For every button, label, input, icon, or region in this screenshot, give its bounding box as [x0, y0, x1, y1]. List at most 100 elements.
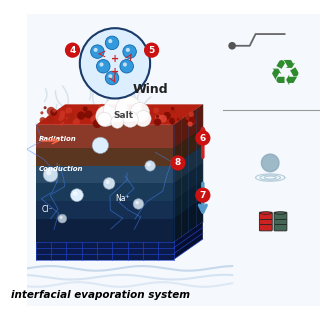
Circle shape — [104, 106, 108, 109]
Polygon shape — [173, 221, 203, 260]
Circle shape — [126, 48, 130, 52]
Circle shape — [171, 107, 174, 110]
Circle shape — [59, 114, 65, 120]
Circle shape — [60, 110, 65, 116]
Text: interfacial evaporation system: interfacial evaporation system — [11, 290, 190, 300]
Circle shape — [116, 96, 141, 122]
Polygon shape — [173, 145, 203, 183]
Circle shape — [92, 137, 108, 154]
Circle shape — [83, 106, 88, 111]
Circle shape — [66, 113, 75, 121]
Circle shape — [105, 71, 119, 85]
Text: +: + — [111, 54, 119, 64]
Circle shape — [96, 106, 116, 126]
Circle shape — [122, 111, 138, 127]
Circle shape — [123, 62, 127, 67]
Circle shape — [188, 117, 196, 124]
Circle shape — [188, 111, 194, 117]
Polygon shape — [36, 104, 203, 125]
Circle shape — [188, 122, 193, 127]
Polygon shape — [36, 242, 173, 260]
Circle shape — [108, 74, 112, 78]
Circle shape — [47, 107, 55, 116]
Circle shape — [58, 117, 63, 121]
Polygon shape — [173, 180, 203, 219]
Circle shape — [73, 118, 80, 125]
Circle shape — [173, 121, 176, 124]
Circle shape — [121, 119, 126, 124]
Circle shape — [156, 115, 159, 118]
Circle shape — [143, 119, 146, 122]
Circle shape — [73, 191, 77, 196]
Circle shape — [106, 180, 110, 184]
Polygon shape — [173, 128, 203, 166]
Circle shape — [43, 167, 58, 182]
Circle shape — [145, 161, 156, 171]
Circle shape — [177, 117, 180, 121]
Text: Radiation: Radiation — [39, 137, 76, 142]
Circle shape — [188, 116, 196, 124]
FancyBboxPatch shape — [27, 13, 320, 307]
Circle shape — [80, 28, 150, 99]
Circle shape — [170, 121, 174, 125]
Circle shape — [97, 60, 110, 73]
Circle shape — [93, 48, 98, 52]
Circle shape — [50, 109, 57, 116]
Circle shape — [97, 112, 111, 126]
Circle shape — [124, 119, 130, 125]
Text: Na⁺: Na⁺ — [115, 194, 130, 203]
Circle shape — [93, 119, 101, 128]
Circle shape — [105, 36, 119, 50]
Circle shape — [60, 216, 63, 219]
Circle shape — [133, 199, 144, 209]
Text: ♻: ♻ — [269, 58, 301, 92]
Polygon shape — [36, 125, 173, 148]
Circle shape — [84, 110, 92, 118]
Circle shape — [135, 201, 139, 204]
Circle shape — [135, 111, 151, 127]
Circle shape — [98, 104, 106, 112]
Polygon shape — [36, 166, 173, 183]
Circle shape — [130, 102, 149, 122]
Circle shape — [58, 214, 67, 223]
Circle shape — [103, 98, 128, 123]
Ellipse shape — [260, 212, 271, 214]
Polygon shape — [36, 219, 173, 242]
Circle shape — [178, 116, 182, 120]
Polygon shape — [173, 198, 203, 242]
Text: 8: 8 — [175, 158, 181, 167]
Polygon shape — [261, 154, 279, 172]
Text: 6: 6 — [200, 133, 206, 142]
Circle shape — [44, 106, 47, 109]
Text: 4: 4 — [69, 46, 76, 55]
Polygon shape — [36, 125, 173, 242]
Circle shape — [108, 109, 115, 116]
Text: Salt: Salt — [114, 111, 134, 120]
Polygon shape — [173, 104, 203, 148]
Circle shape — [47, 115, 54, 122]
Circle shape — [195, 131, 211, 146]
Circle shape — [66, 116, 69, 120]
FancyBboxPatch shape — [260, 212, 272, 231]
Circle shape — [90, 116, 98, 123]
Circle shape — [169, 118, 175, 124]
Circle shape — [65, 107, 72, 114]
Circle shape — [122, 108, 127, 114]
Circle shape — [109, 116, 115, 122]
Circle shape — [119, 116, 125, 122]
Circle shape — [155, 114, 162, 121]
Circle shape — [100, 62, 104, 67]
Circle shape — [123, 111, 129, 117]
Circle shape — [111, 116, 124, 128]
Circle shape — [91, 45, 104, 58]
Circle shape — [144, 43, 159, 58]
Text: 5: 5 — [148, 46, 155, 55]
Circle shape — [40, 117, 46, 123]
Circle shape — [159, 115, 167, 123]
Circle shape — [46, 170, 51, 175]
Circle shape — [135, 106, 140, 111]
Circle shape — [172, 109, 176, 113]
Circle shape — [112, 113, 118, 120]
FancyBboxPatch shape — [274, 212, 287, 231]
Circle shape — [147, 163, 151, 166]
